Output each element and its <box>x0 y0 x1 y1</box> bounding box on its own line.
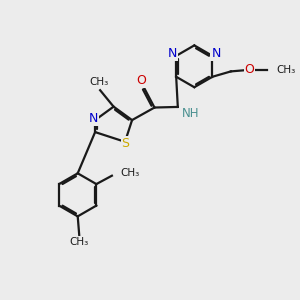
Text: NH: NH <box>182 107 200 120</box>
Text: CH₃: CH₃ <box>120 168 140 178</box>
Text: N: N <box>168 47 177 60</box>
Text: N: N <box>211 47 221 60</box>
Text: CH₃: CH₃ <box>70 237 89 248</box>
Text: CH₃: CH₃ <box>276 65 296 75</box>
Text: O: O <box>137 74 147 86</box>
Text: N: N <box>89 112 98 125</box>
Text: O: O <box>244 63 254 76</box>
Text: S: S <box>122 137 130 150</box>
Text: CH₃: CH₃ <box>89 77 108 87</box>
